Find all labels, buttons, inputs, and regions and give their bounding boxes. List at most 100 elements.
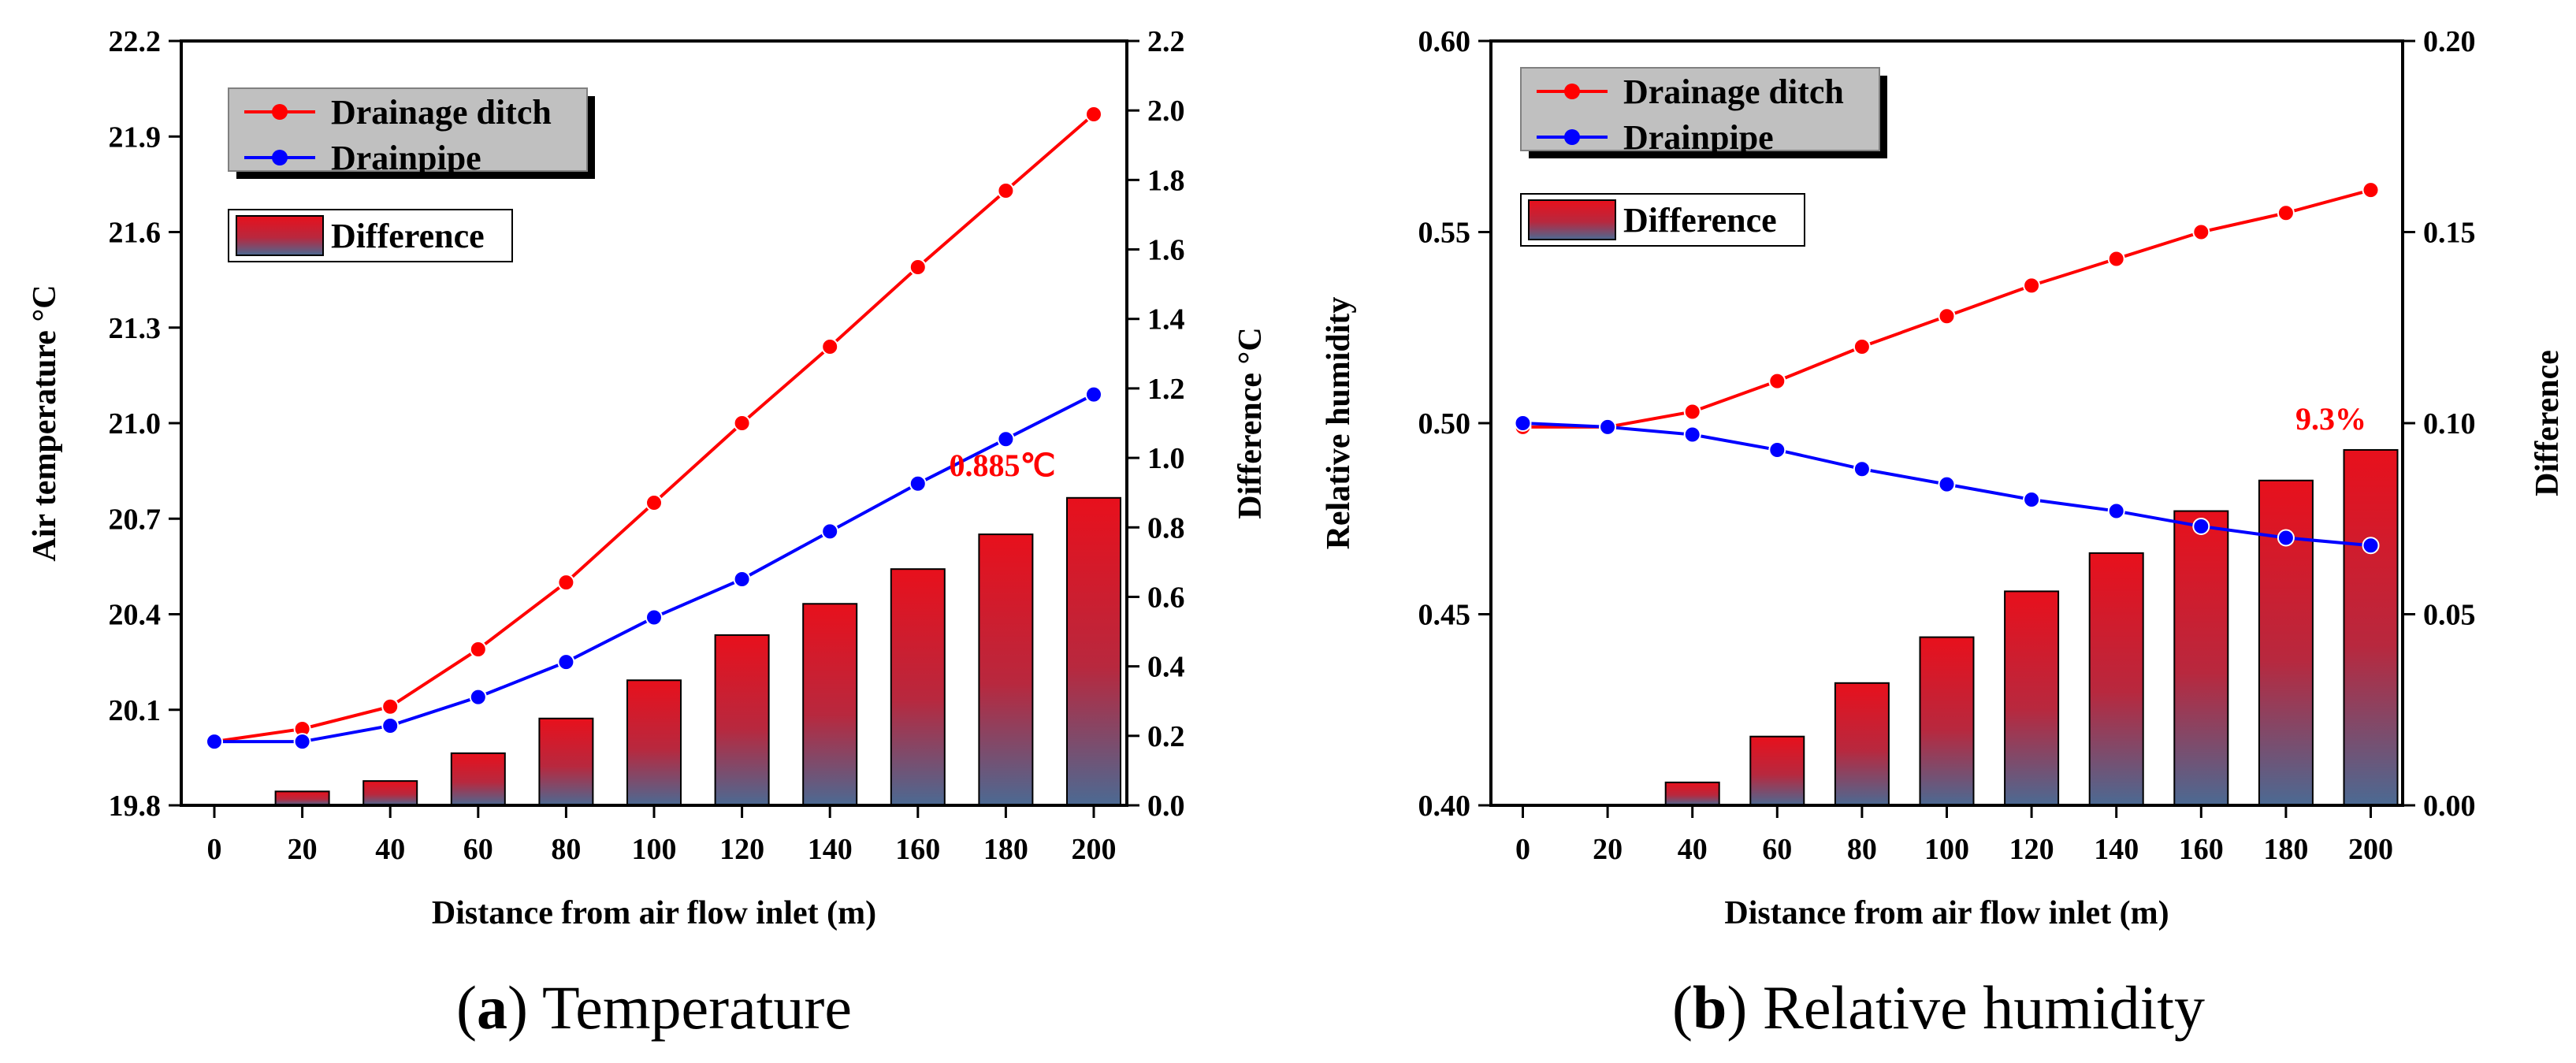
x-tick-label: 80 [1847,833,1877,866]
y-tick-label-right: 2.2 [1147,25,1185,58]
y-tick-label-right: 1.8 [1147,164,1185,197]
x-tick-label: 80 [551,833,581,866]
data-point [381,716,400,734]
bar [274,790,330,807]
x-tick-label: 180 [2263,833,2308,866]
series-drainpipe [206,385,1102,751]
data-point [557,574,575,592]
legend-label: Drainage ditch [331,93,552,132]
bar [714,634,770,806]
y-tick-label-right: 0.0 [1147,790,1185,823]
data-point [1683,426,1701,444]
data-point [909,258,927,276]
x-tick-label: 100 [1924,833,1969,866]
bars-difference [1664,448,2399,807]
data-point [469,640,487,658]
x-tick-label: 200 [1072,833,1117,866]
data-point [1768,440,1786,459]
data-point [2362,537,2380,555]
x-axis-label: Distance from air flow inlet (m) [1724,895,2169,931]
legend-label: Drainpipe [331,139,481,177]
y-axis-left: 19.8 20.1 20.4 20.7 21.0 21.3 21.6 21.9 22.2 Air … [27,25,181,823]
data-point [1599,418,1617,436]
bar [2088,552,2144,807]
x-tick-label: 160 [895,833,940,866]
x-tick-label: 40 [1678,833,1708,866]
y-tick-label-right: 0.10 [2423,407,2476,440]
data-point [2277,529,2295,547]
x-tick-label: 20 [288,833,318,866]
legend-label: Drainage ditch [1623,72,1844,111]
series-drainpipe [1514,414,2380,555]
y-tick-label-right: 0.4 [1147,651,1185,684]
bar [1834,682,1890,806]
data-point [2362,181,2380,199]
x-tick-label: 100 [632,833,677,866]
data-point [469,688,487,706]
bar [890,568,946,806]
data-point [1085,385,1102,403]
data-point [557,653,575,671]
y-tick-label-left: 22.2 [109,25,162,58]
data-point [733,414,751,432]
y-tick-label-right: 0.05 [2423,599,2476,632]
x-tick-label: 60 [1762,833,1792,866]
legend-label: Difference [1623,201,1777,240]
y-axis-label-right: Difference [2530,350,2566,496]
data-point [909,474,927,492]
data-point [1853,338,1871,355]
y-tick-label-right: 0.20 [2423,25,2476,58]
legend-box [1520,67,1880,151]
x-tick-label: 40 [375,833,405,866]
y-tick-label-left: 0.50 [1418,407,1471,440]
bar [2004,590,2060,807]
annotation-max-difference: 9.3% [2295,401,2366,437]
y-axis-label-left: Air temperature °C [27,284,63,561]
data-point [2277,204,2295,222]
legend-marker [1564,84,1580,99]
bar [362,780,418,806]
x-tick-label: 60 [463,833,493,866]
data-point [2192,517,2210,535]
x-tick-label: 20 [1593,833,1623,866]
y-tick-label-right: 0.00 [2423,790,2476,823]
series-drainage-ditch [206,105,1102,751]
x-axis: 0 20 40 60 80 100 120 140 160 180 200 Distance from… [1515,805,2393,931]
legend-marker [272,150,288,165]
y-tick-label-right: 0.15 [2423,217,2476,250]
data-point [1514,414,1532,432]
y-tick-label-left: 21.3 [109,312,162,345]
x-tick-label: 0 [207,833,222,866]
data-point [821,338,839,355]
bar [626,679,682,806]
data-point [1853,460,1871,478]
y-axis-label-left: Relative humidity [1321,297,1357,550]
data-point [645,608,663,626]
panel-caption: (a) Temperature [456,973,852,1042]
legend-bar-swatch [1528,199,1616,240]
x-tick-label: 140 [2094,833,2139,866]
bar [2343,448,2399,806]
bar [450,752,506,807]
y-tick-label-right: 1.2 [1147,373,1185,406]
data-point [1938,307,1956,325]
x-tick-label: 160 [2179,833,2224,866]
series-line [214,113,1095,744]
y-axis-left: 0.40 0.45 0.50 0.55 0.60 Relative humidity [1321,25,1491,823]
panel-caption: (b) Relative humidity [1672,973,2205,1042]
y-tick-label-left: 21.9 [109,121,162,154]
data-point [2107,502,2125,520]
data-point [1085,105,1102,123]
data-point [645,494,663,512]
annotation-max-difference: 0.885℃ [950,448,1056,483]
x-tick-label: 120 [2009,833,2054,866]
data-point [2023,277,2041,295]
bar [2173,510,2229,806]
chart-panel-a: 0 20 40 60 80 100 120 140 160 180 200 Distance from… [27,25,1269,1042]
data-point [1768,372,1786,390]
x-tick-label: 140 [808,833,853,866]
bar [1664,781,1720,807]
bar [538,717,594,806]
legend: Drainage ditch Drainpipe Difference [1520,67,1887,247]
